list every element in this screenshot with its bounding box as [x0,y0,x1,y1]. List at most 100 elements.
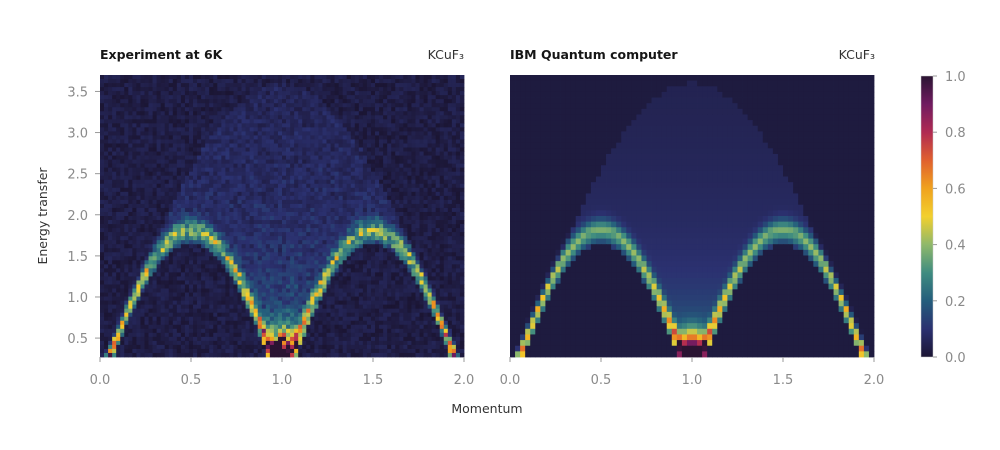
heatmap-cell [217,216,222,221]
heatmap-cell [233,171,238,177]
heatmap-cell [306,131,311,136]
heatmap-cell [184,207,190,213]
heatmap-cell [370,95,376,100]
heatmap-cell [306,268,311,273]
heatmap-cell [229,260,234,265]
heatmap-cell [314,175,319,181]
heatmap-cell [431,284,437,289]
heatmap-cell [375,99,380,104]
heatmap-cell [411,187,416,193]
heatmap-cell [261,91,267,96]
heatmap-cell [172,147,178,152]
heatmap-cell [277,99,283,104]
heatmap-cell [443,268,449,273]
heatmap-cell [362,163,368,169]
heatmap-cell [108,131,113,136]
heatmap-cell [370,288,376,293]
heatmap-cell [249,95,255,100]
heatmap-cell [104,99,109,104]
heatmap-cell [217,236,222,241]
heatmap-cell [459,248,465,253]
heatmap-cell [391,91,396,96]
heatmap-cell [447,151,453,156]
heatmap-cell [395,131,400,136]
heatmap-cell [399,139,404,144]
heatmap-cell [455,183,461,189]
heatmap-cell [132,159,137,165]
heatmap-cell [286,228,291,233]
heatmap-cell [419,123,424,128]
heatmap-cell [326,232,331,237]
heatmap-cell [108,276,113,281]
heatmap-cell [383,252,388,257]
heatmap-cell [257,272,263,277]
heatmap-cell [116,207,121,213]
heatmap-cell [193,232,198,237]
heatmap-cell [269,228,275,233]
heatmap-cell [160,224,166,229]
heatmap-cell [193,260,198,265]
heatmap-cell [172,111,178,116]
heatmap-cell [439,87,445,92]
heatmap-cell [184,123,190,128]
heatmap-cell [225,147,230,152]
heatmap-cell [257,139,263,144]
heatmap-cell [184,171,190,177]
heatmap-cell [362,159,368,165]
heatmap-cell [306,135,311,140]
heatmap-cell [225,143,230,148]
heatmap-cell [423,95,428,100]
heatmap-cell [241,268,246,273]
heatmap-cell [411,284,416,289]
heatmap-cell [193,264,198,269]
heatmap-cell [225,296,230,301]
heatmap-cell [249,199,255,205]
heatmap-cell [334,99,340,104]
heatmap-cell [375,91,380,96]
heatmap-cell [261,83,267,88]
heatmap-cell [411,123,416,128]
heatmap-cell [104,115,109,120]
heatmap-cell [427,207,433,213]
heatmap-cell [459,224,465,229]
heatmap-cell [144,91,149,96]
heatmap-cell [354,268,360,273]
heatmap-cell [140,224,145,229]
heatmap-cell [148,280,153,285]
heatmap-cell [257,268,263,273]
heatmap-cell [253,244,259,249]
heatmap-cell [342,163,348,169]
heatmap-cell [294,95,299,100]
heatmap-cell [180,131,186,136]
heatmap-cell [451,256,457,261]
heatmap-cell [290,187,295,193]
heatmap-cell [334,276,340,281]
heatmap-cell [326,187,331,193]
heatmap-cell [277,244,283,249]
heatmap-cell [213,183,218,189]
heatmap-cell [375,127,380,132]
heatmap-cell [435,211,441,217]
heatmap-cell [447,139,453,144]
heatmap-cell [407,147,412,152]
heatmap-cell [164,151,170,156]
heatmap-cell [439,103,445,108]
heatmap-cell [370,147,376,152]
heatmap-cell [132,127,137,132]
heatmap-cell [310,163,315,169]
heatmap-cell [205,207,210,213]
heatmap-cell [358,79,364,84]
heatmap-cell [395,155,400,160]
heatmap-cell [395,207,400,213]
heatmap-cell [233,107,238,112]
heatmap-cell [403,232,408,237]
heatmap-cell [108,248,113,253]
heatmap-cell [144,123,149,128]
heatmap-cell [221,232,226,237]
heatmap-cell [322,143,327,148]
heatmap-cell [213,179,218,185]
heatmap-cell [152,272,158,277]
heatmap-cell [140,163,145,169]
heatmap-cell [427,91,433,96]
heatmap-cell [302,155,307,160]
